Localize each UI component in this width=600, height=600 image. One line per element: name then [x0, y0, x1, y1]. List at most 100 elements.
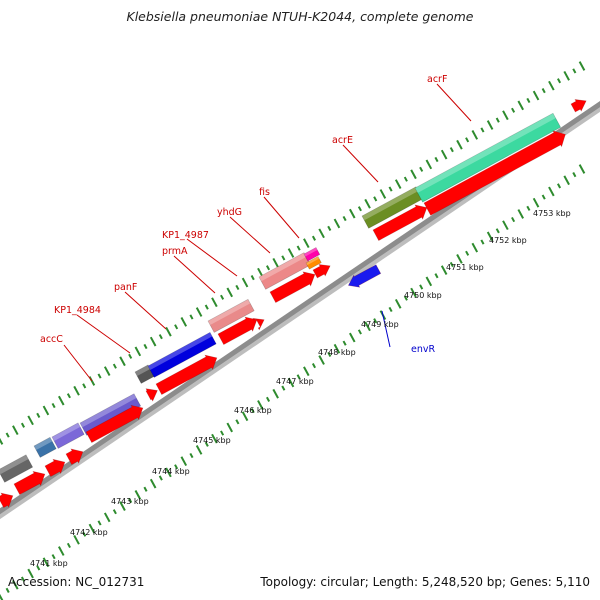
- cds-arrow-13: [423, 130, 566, 216]
- leader-acrf: [436, 83, 472, 122]
- tick-mark: [112, 363, 117, 369]
- tick-mark: [143, 486, 148, 492]
- gene-bar-fis-highlight: [304, 247, 318, 257]
- gene-bar-gray-highlight: [0, 454, 29, 475]
- gene-bar-gray-small-highlight: [135, 364, 151, 376]
- tick-mark: [257, 400, 264, 410]
- leader-kp1_4984: [76, 314, 131, 354]
- tick-mark: [572, 172, 577, 178]
- ruler-labels: 4741 kbp 4742 kbp 4743 kbp 4744 kbp 4745 kbp…: [30, 209, 571, 568]
- tick-mark: [456, 254, 463, 264]
- gene-label-kp1_4984: KP1_4984: [54, 305, 101, 316]
- gene-bar-acrf: [414, 112, 562, 203]
- gene-bar-steelblue-highlight: [34, 437, 53, 450]
- tick-mark: [189, 314, 194, 320]
- tick-mark: [541, 194, 546, 200]
- tick-mark: [272, 388, 279, 399]
- tick-mark: [394, 298, 402, 309]
- ruler-label: 4748 kbp: [318, 348, 356, 357]
- tick-mark: [195, 307, 203, 317]
- tick-mark: [333, 218, 341, 229]
- tick-mark: [517, 209, 524, 219]
- cds-arrow-8: [217, 316, 258, 345]
- tick-mark: [557, 183, 562, 189]
- tick-mark: [394, 179, 402, 189]
- cds-arrow-2: [13, 470, 46, 495]
- tick-mark: [66, 542, 71, 549]
- gene-bar-acre-highlight: [362, 186, 419, 221]
- tick-mark: [204, 304, 209, 310]
- cds-arrow-1: [0, 492, 14, 508]
- tick-mark: [311, 235, 316, 241]
- tick-mark: [471, 242, 479, 253]
- ruler-label: 4742 kbp: [70, 528, 108, 537]
- gene-bar-kp1-4984a: [51, 422, 85, 449]
- tick-mark: [241, 277, 249, 288]
- tick-mark: [189, 452, 194, 459]
- tick-mark: [211, 433, 218, 444]
- tick-mark: [410, 169, 417, 180]
- tick-mark: [327, 225, 332, 231]
- genome-summary: Topology: circular; Length: 5,248,520 bp…: [260, 575, 590, 589]
- gene-bar-panf: [147, 332, 217, 378]
- tick-mark: [425, 159, 433, 170]
- tick-mark: [128, 497, 133, 504]
- tick-mark: [419, 284, 424, 290]
- gene-label-panf: panF: [114, 282, 137, 293]
- cds-arrow-11: [312, 264, 331, 279]
- tick-mark: [486, 120, 494, 130]
- tick-mark: [165, 467, 172, 478]
- tick-mark: [373, 318, 378, 324]
- tick-mark: [349, 208, 356, 219]
- tick-mark: [541, 88, 546, 94]
- gene-label-yhdg: yhdG: [217, 207, 242, 218]
- tick-mark: [73, 534, 80, 545]
- gene-label-envr: envR: [411, 344, 435, 355]
- tick-mark: [112, 509, 117, 515]
- label-leaders: [63, 83, 472, 382]
- tick-mark: [20, 576, 25, 582]
- tick-mark: [12, 579, 19, 590]
- tick-mark: [379, 189, 387, 199]
- leader-prma: [173, 255, 216, 294]
- tick-mark: [143, 343, 148, 350]
- gene-bar-orange: [305, 256, 322, 270]
- tick-mark: [204, 441, 209, 447]
- tick-mark: [311, 363, 316, 369]
- ruler-label: 4746 kbp: [234, 406, 272, 415]
- gene-labels: accC KP1_4984 panF prmA KP1_4987 yhdG fis acrE a…: [40, 74, 447, 355]
- tick-mark: [495, 228, 500, 234]
- cds-arrow-3: [44, 458, 66, 477]
- tick-mark: [440, 265, 448, 276]
- tick-mark: [281, 385, 286, 391]
- gene-label-prma: prmA: [162, 246, 188, 257]
- tick-mark: [119, 356, 126, 367]
- tick-mark: [88, 523, 96, 534]
- tick-mark: [97, 373, 102, 379]
- tick-mark: [511, 107, 516, 113]
- tick-mark: [174, 324, 179, 330]
- gene-features: [0, 99, 587, 508]
- tick-mark: [296, 374, 301, 380]
- tick-mark: [235, 284, 240, 291]
- tick-mark: [327, 351, 332, 357]
- ruler-label: 4745 kbp: [193, 436, 231, 445]
- leader-fis: [263, 196, 300, 239]
- tick-mark: [357, 329, 362, 335]
- tick-mark: [58, 395, 65, 406]
- tick-mark: [158, 334, 163, 340]
- tick-mark: [480, 239, 485, 245]
- tick-mark: [103, 366, 111, 376]
- tick-mark: [119, 501, 126, 511]
- tick-mark: [165, 326, 172, 337]
- leader-envr: [381, 310, 391, 348]
- tick-mark: [12, 425, 19, 436]
- gene-bar-orange-highlight: [306, 256, 320, 266]
- tick-mark: [27, 568, 34, 579]
- tick-mark: [572, 68, 577, 74]
- tick-mark: [296, 245, 301, 251]
- ruler-label: 4741 kbp: [30, 559, 68, 568]
- tick-mark: [195, 445, 203, 455]
- leader-kp1_4987: [186, 238, 238, 277]
